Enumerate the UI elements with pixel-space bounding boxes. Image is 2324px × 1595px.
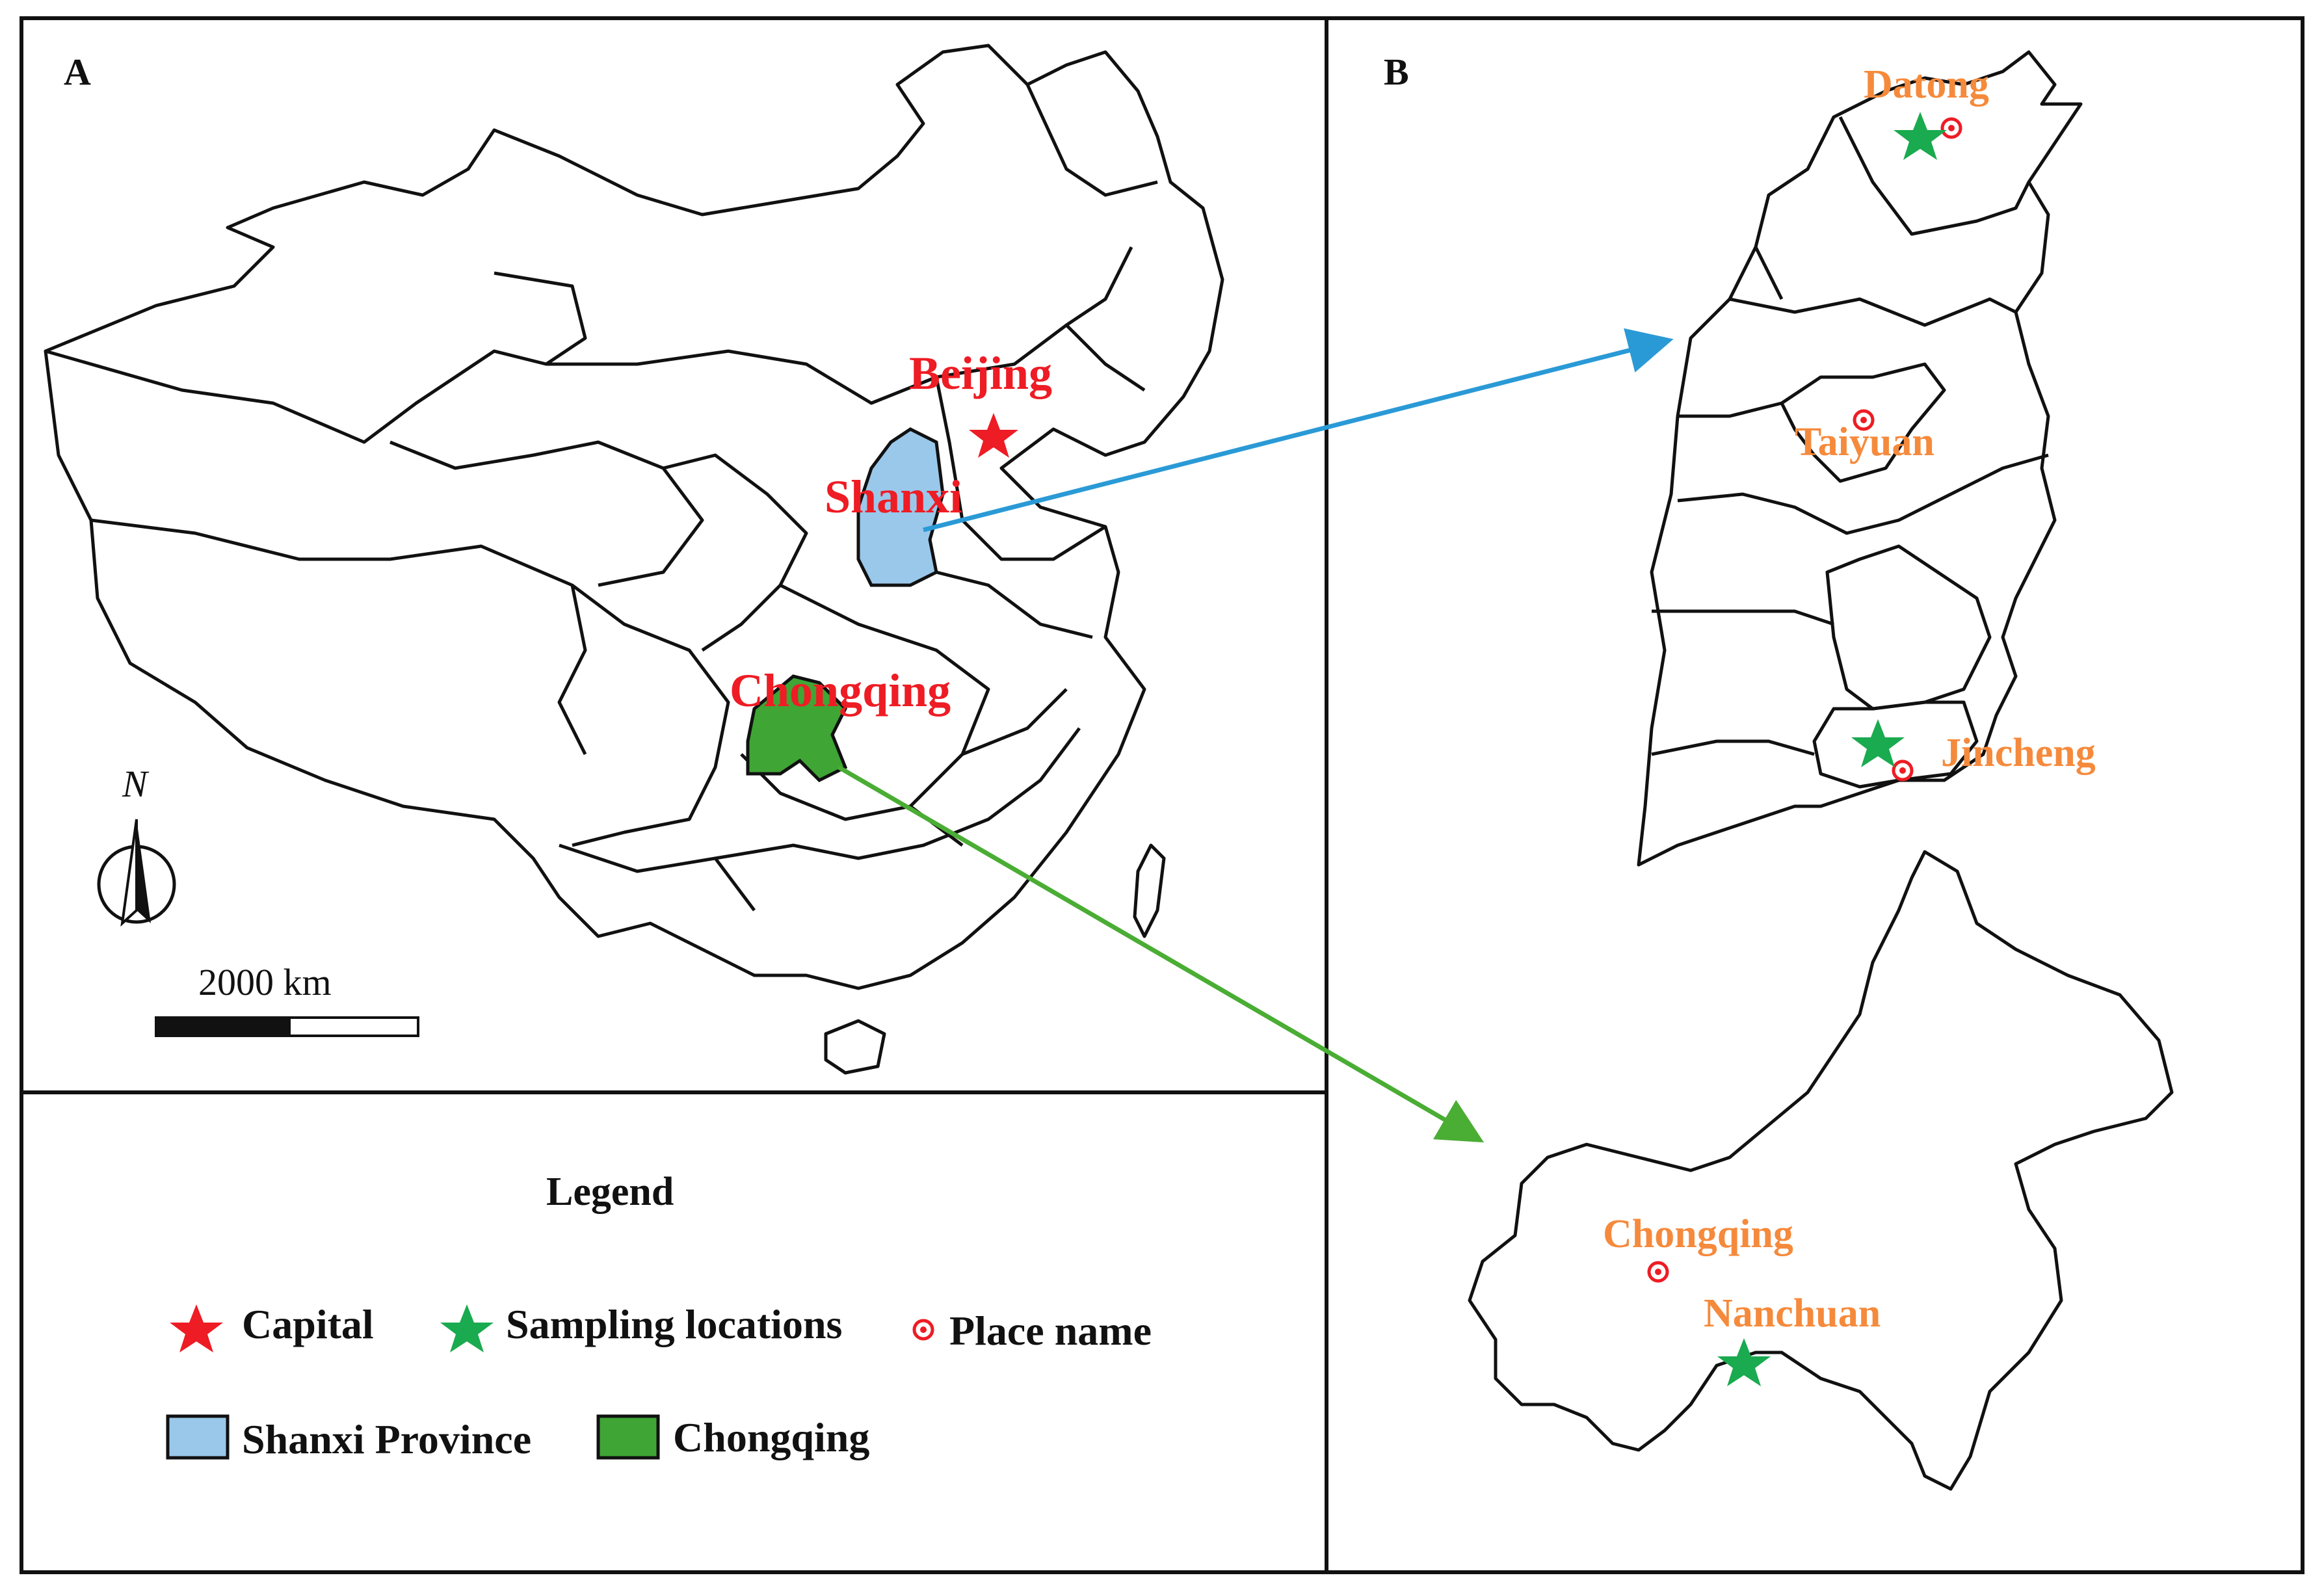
beijing-label: Beijing [909,347,1052,399]
inner-mongolia-boundary [546,246,1133,405]
hebei-boundary [934,376,1107,561]
taiwan-island [1133,843,1166,938]
datong-place-icon [1940,117,1962,139]
china-outline [44,44,1224,990]
place-markers [1647,117,1962,1283]
chongqing-outline [1468,850,2174,1491]
chongqing-label-b: Chongqing [1603,1212,1793,1256]
mid-boundary [1677,453,2049,535]
scale-bar [155,1016,419,1037]
shanxi-outline [1637,50,2083,867]
linfen-boundary [1651,609,1834,756]
shuozhou-boundary [1729,297,2017,327]
shanxi-arrow [923,328,1674,533]
datong-boundary [1838,116,2031,236]
sampling-stars [1717,112,1947,1386]
sichuan-boundary [571,584,730,847]
shanxi-label: Shanxi [825,471,962,523]
nanchuan-sampling-star-icon [1717,1338,1771,1386]
gansu-boundary [663,453,808,652]
taiyuan-boundary [1780,362,1946,483]
panel-b-label: B [1384,51,1409,93]
outer-frame [20,16,2304,1574]
nanchuan-label: Nanchuan [1704,1291,1881,1336]
shanxi-detail-map [1637,50,2083,867]
legend-shanxi-swatch [166,1414,230,1460]
legend-chongqing-label: Chongqing [673,1414,869,1460]
changzhi-boundary [1825,544,1992,711]
hainan-island [824,1019,886,1075]
yunnan-boundary [559,843,756,912]
legend-title: Legend [546,1170,674,1214]
jincheng-label: Jincheng [1941,731,2096,775]
legend-capital-star-icon [170,1304,223,1352]
datong-sampling-star-icon [1894,112,1947,160]
datong-label: Datong [1864,62,1989,107]
jincheng-sampling-star-icon [1851,719,1905,767]
chongqing-place-icon [1647,1261,1669,1283]
jincheng-place-icon [1892,759,1914,782]
north-label: N [122,763,150,805]
qinghai-boundary [390,440,704,587]
tibet-boundary [90,518,587,756]
taiyuan-place-icon [1853,409,1875,431]
legend-capital-label: Capital [242,1301,374,1347]
shanxi-province-fill [856,427,945,587]
jincheng-boundary [1812,700,1979,789]
chongqing-arrow [838,765,1485,1143]
western-boundary [1678,246,1784,418]
legend-place-icon [912,1319,934,1341]
chongqing-province-fill [746,674,848,783]
taiyuan-label: Taiyuan [1795,420,1934,464]
legend-sampling-star-icon [440,1304,494,1352]
chongqing-label-a: Chongqing [730,665,951,717]
chongqing-detail-map [1468,850,2174,1491]
north-arrow-icon [97,819,176,927]
china-map: Beijing Shanxi Chongqing N 2000 km [44,44,1224,1075]
legend-sampling-label: Sampling locations [506,1301,842,1347]
legend-chongqing-swatch [596,1414,660,1460]
scale-label: 2000 km [198,961,332,1003]
legend: Legend Capital Sampling locations Place … [166,1170,1152,1462]
legend-shanxi-label: Shanxi Province [242,1416,531,1462]
legend-place-label: Place name [949,1308,1152,1354]
beijing-capital-star-icon [969,413,1018,458]
south-boundary [715,727,1081,860]
panel-a-label: A [64,51,91,93]
northeast-boundary [1025,83,1158,392]
xinjiang-boundary [45,271,587,444]
panel-frames [20,16,2304,1574]
